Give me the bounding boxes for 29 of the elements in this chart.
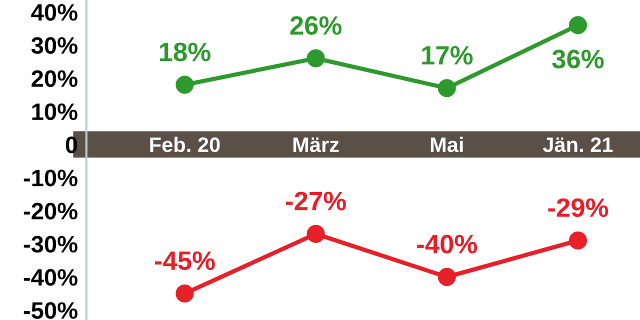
x-tick-label: Mai — [430, 136, 463, 152]
y-tick-label: -10% — [24, 170, 78, 186]
y-tick-label: -20% — [24, 202, 78, 220]
point — [568, 16, 587, 34]
x-tick-label: März — [293, 137, 339, 152]
data-label: -45% — [154, 251, 215, 270]
y-tick-label: -40% — [24, 269, 78, 286]
data-label: -40% — [417, 234, 477, 254]
y-tick-label: 40% — [31, 4, 78, 21]
data-label: 26% — [290, 16, 342, 35]
data-label: 17% — [422, 46, 473, 65]
x-tick-label: Jän. 21 — [542, 137, 613, 152]
y-tick-label: -50% — [24, 302, 78, 319]
data-label: 18% — [160, 42, 210, 62]
point — [306, 224, 325, 243]
y-tick-label: -30% — [24, 236, 78, 253]
point — [176, 284, 194, 303]
y-tick-label: 20% — [32, 70, 78, 87]
data-label: -27% — [286, 192, 346, 210]
x-tick-label: Feb. 20 — [150, 136, 220, 152]
point — [438, 79, 456, 98]
point — [438, 268, 456, 286]
point — [568, 231, 587, 250]
y-tick-label: 30% — [31, 37, 78, 54]
data-label: 36% — [552, 50, 604, 68]
point — [176, 76, 194, 94]
y-tick-label: 10% — [32, 103, 78, 120]
data-label: -29% — [548, 198, 608, 218]
point — [306, 49, 325, 68]
